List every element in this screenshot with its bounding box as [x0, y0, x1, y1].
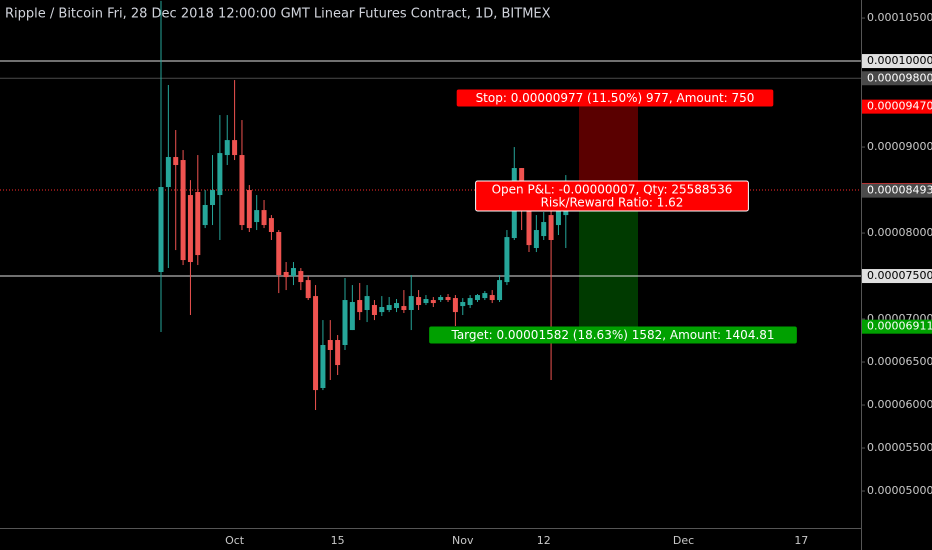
price-label-box: [862, 54, 932, 69]
candle-body: [371, 305, 377, 315]
price-label: 0.00009470: [867, 100, 932, 113]
price-label: 0.00007500: [867, 269, 932, 282]
candle-body: [408, 296, 414, 311]
candle-body: [489, 295, 495, 301]
candle-body: [173, 157, 179, 166]
x-tick-label: 12: [537, 534, 551, 547]
candle-body: [467, 298, 473, 306]
candle-body: [438, 297, 444, 301]
candle-body: [357, 300, 363, 313]
y-tick-label: 0.00005500: [867, 441, 932, 454]
y-tick-label: 0.00005000: [867, 484, 932, 497]
candle-body: [504, 237, 510, 283]
candle-body: [254, 210, 260, 223]
candle-body: [327, 340, 333, 350]
candle-body: [452, 298, 458, 313]
pnl-label-text: Risk/Reward Ratio: 1.62: [541, 196, 684, 210]
stop-label: Stop: 0.00000977 (11.50%) 977, Amount: 7…: [456, 89, 774, 107]
candle-body: [533, 230, 539, 249]
candle-body: [474, 295, 480, 301]
candle-body: [555, 205, 561, 226]
x-tick-label: Oct: [225, 534, 245, 547]
candle-body: [187, 195, 193, 263]
price-label: 0.00008493: [867, 184, 932, 197]
candle-body: [210, 190, 216, 206]
candle-body: [548, 215, 554, 241]
price-label-box: [862, 183, 932, 198]
candle-body: [394, 303, 400, 309]
candle-body: [298, 271, 304, 283]
candle-body: [401, 306, 407, 311]
candle-body: [320, 345, 326, 389]
candle-body: [290, 268, 296, 277]
price-label: 0.00006911: [867, 320, 932, 333]
time-scale: [0, 528, 861, 550]
candle-body: [342, 300, 348, 346]
candle-body: [217, 153, 223, 196]
candle-body: [460, 302, 466, 307]
price-label-box: [862, 71, 932, 86]
stop-label-text: Stop: 0.00000977 (11.50%) 977, Amount: 7…: [476, 91, 755, 105]
candle-body: [180, 160, 186, 261]
price-label: 0.00010000: [867, 54, 932, 67]
candle-body: [261, 210, 267, 226]
x-tick-label: 17: [794, 534, 808, 547]
candle-body: [379, 306, 385, 313]
candle-body: [541, 222, 547, 237]
x-tick-label: 15: [331, 534, 345, 547]
chart-title: Ripple / Bitcoin Fri, 28 Dec 2018 12:00:…: [5, 7, 551, 22]
candle-body: [232, 140, 238, 156]
candle-body: [423, 298, 429, 304]
target-label-box: [429, 326, 797, 344]
candle-body: [158, 187, 164, 272]
target-zone: [579, 190, 638, 327]
candle-body: [497, 280, 503, 301]
y-tick-label: 0.00006500: [867, 355, 932, 368]
candle-body: [195, 192, 201, 256]
pnl-label: Open P&L: -0.00000007, Qty: 25588536Risk…: [475, 180, 749, 212]
candle-body: [165, 157, 171, 188]
y-tick-label: 0.00009000: [867, 140, 932, 153]
candle-body: [482, 293, 488, 299]
target-label-text: Target: 0.00001582 (18.63%) 1582, Amount…: [450, 328, 774, 342]
target-label: Target: 0.00001582 (18.63%) 1582, Amount…: [429, 326, 797, 344]
price-label-box: [862, 269, 932, 284]
candle-body: [445, 297, 451, 301]
candle-body: [224, 140, 230, 156]
y-tick-label: 0.00010500: [867, 11, 932, 24]
candle-body: [283, 271, 289, 278]
pnl-label-text: Open P&L: -0.00000007, Qty: 25588536: [492, 183, 733, 197]
y-tick-label: 0.00008000: [867, 226, 932, 239]
price-label-box: [862, 319, 932, 334]
candle-body: [246, 190, 252, 229]
candle-body: [364, 296, 370, 311]
stop-zone: [579, 106, 638, 191]
candle-body: [416, 297, 422, 306]
candle-body: [349, 302, 355, 331]
candle-body: [305, 280, 311, 299]
candle-body: [276, 232, 282, 276]
candle-body: [268, 218, 274, 233]
price-label: 0.00009800: [867, 71, 932, 84]
y-tick-label: 0.00006000: [867, 398, 932, 411]
candle-body: [202, 205, 208, 226]
candle-body: [239, 155, 245, 226]
candle-body: [430, 300, 436, 304]
candle-body: [386, 305, 392, 311]
x-tick-label: Nov: [452, 534, 474, 547]
pnl-label-box: [475, 180, 749, 212]
stop-label-box: [456, 89, 774, 107]
candle-body: [313, 296, 319, 391]
candle-body: [335, 340, 341, 366]
candle-body: [526, 205, 532, 246]
x-tick-label: Dec: [673, 534, 694, 547]
price-label-box: [862, 99, 932, 114]
